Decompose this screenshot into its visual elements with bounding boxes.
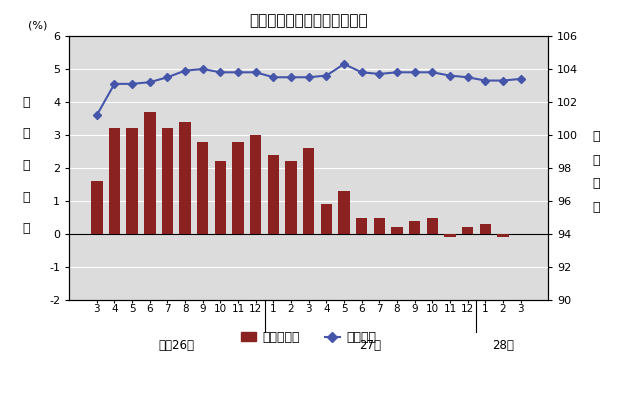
Legend: 前年同月比, 総合指数: 前年同月比, 総合指数 (236, 326, 381, 349)
Bar (479, 224, 491, 234)
Bar (374, 218, 385, 234)
Text: 同: 同 (23, 159, 30, 172)
Text: 数: 数 (592, 201, 600, 214)
Text: 比: 比 (23, 222, 30, 235)
Text: 月: 月 (23, 190, 30, 204)
Bar (180, 122, 191, 234)
Bar (285, 161, 297, 234)
Bar (162, 128, 173, 234)
Bar (356, 218, 367, 234)
Bar (338, 191, 350, 234)
Bar (497, 234, 508, 237)
Bar (303, 148, 314, 234)
Bar (215, 161, 226, 234)
Text: 28年: 28年 (492, 339, 514, 352)
Text: 指: 指 (592, 177, 600, 190)
Bar (409, 221, 420, 234)
Bar (391, 227, 403, 234)
Bar (197, 142, 209, 234)
Bar (462, 227, 473, 234)
Bar (127, 128, 138, 234)
Bar (232, 142, 244, 234)
Text: 前: 前 (23, 96, 30, 108)
Bar (109, 128, 120, 234)
Bar (427, 218, 438, 234)
Text: 平成26年: 平成26年 (158, 339, 194, 352)
Bar (268, 155, 279, 234)
Bar (144, 112, 156, 234)
Title: 鳥取市消費者物価指数の推移: 鳥取市消費者物価指数の推移 (249, 13, 368, 28)
Text: 総: 総 (592, 130, 600, 143)
Text: 年: 年 (23, 127, 30, 140)
Bar (250, 135, 261, 234)
Text: 27年: 27年 (360, 339, 382, 352)
Text: (%): (%) (28, 21, 48, 31)
Text: 合: 合 (592, 154, 600, 166)
Bar (321, 204, 332, 234)
Bar (91, 181, 103, 234)
Bar (444, 234, 455, 237)
